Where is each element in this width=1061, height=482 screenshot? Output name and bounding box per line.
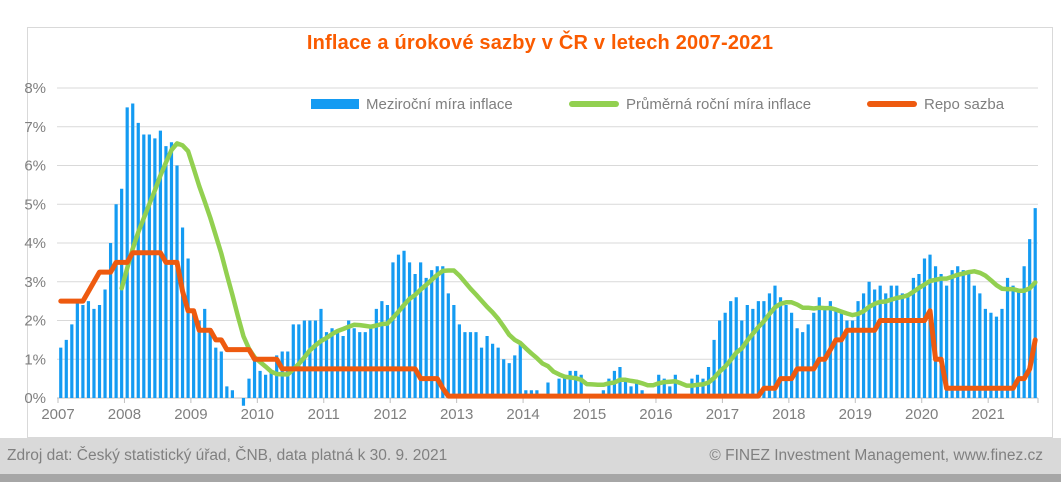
legend-line-swatch [569, 101, 619, 107]
bottom-strip [0, 474, 1061, 482]
legend-item-repo-rate: Repo sazba [867, 95, 1005, 113]
legend-item-avg-inflation: Průměrná roční míra inflace [569, 95, 812, 113]
footer-data-source: Zdroj dat: Český statistický úřad, ČNB, … [7, 447, 448, 464]
chart-title: Inflace a úrokové sazby v ČR v letech 20… [306, 32, 774, 54]
legend-bar-swatch [311, 99, 359, 109]
footer: Zdroj dat: Český statistický úřad, ČNB, … [0, 438, 1061, 474]
footer-copyright: © FINEZ Investment Management, www.finez… [709, 447, 1043, 464]
legend-line-swatch [867, 101, 917, 107]
legend-label: Meziroční míra inflace [366, 95, 513, 113]
legend-label: Průměrná roční míra inflace [626, 95, 812, 113]
chart-area: Inflace a úrokové sazby v ČR v letech 20… [27, 27, 1053, 438]
legend-label: Repo sazba [924, 95, 1005, 113]
legend-item-inflation-yoy: Meziroční míra inflace [311, 95, 513, 113]
